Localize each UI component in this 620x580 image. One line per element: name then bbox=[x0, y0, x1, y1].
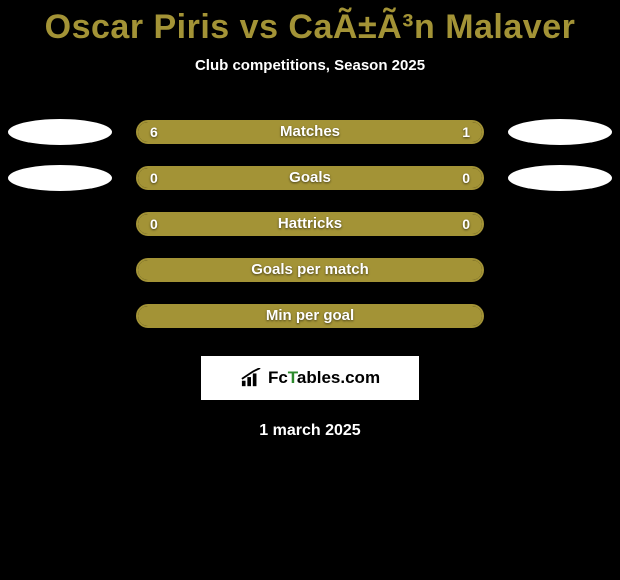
club-placeholder-left bbox=[8, 165, 112, 191]
brand-text: FcTables.com bbox=[268, 368, 380, 388]
stat-bar-empty-segment bbox=[138, 260, 482, 280]
club-placeholder-left bbox=[8, 119, 112, 145]
stat-bar: Goals00 bbox=[136, 166, 484, 190]
brand-chart-icon bbox=[240, 368, 262, 388]
stat-row: Goals00 bbox=[0, 166, 620, 190]
stat-row: Min per goal bbox=[0, 304, 620, 328]
stat-bar-empty-segment bbox=[138, 214, 482, 234]
stat-row: Hattricks00 bbox=[0, 212, 620, 236]
stat-bar-empty-segment bbox=[138, 306, 482, 326]
stat-bar-right-segment bbox=[406, 122, 482, 142]
club-placeholder-right bbox=[508, 119, 612, 145]
brand-accent: T bbox=[288, 368, 297, 387]
stat-bar: Min per goal bbox=[136, 304, 484, 328]
footer-date: 1 march 2025 bbox=[0, 422, 620, 440]
stat-row: Matches61 bbox=[0, 120, 620, 144]
page-title: Oscar Piris vs CaÃ±Ã³n Malaver bbox=[0, 0, 620, 47]
stat-row: Goals per match bbox=[0, 258, 620, 282]
brand-suffix: ables.com bbox=[297, 368, 380, 387]
brand-prefix: Fc bbox=[268, 368, 288, 387]
stat-bar: Hattricks00 bbox=[136, 212, 484, 236]
brand-badge: FcTables.com bbox=[201, 356, 419, 400]
subtitle: Club competitions, Season 2025 bbox=[0, 57, 620, 74]
stat-bar: Matches61 bbox=[136, 120, 484, 144]
stat-rows: Matches61 Goals00 Hattricks00 Goals per mat… bbox=[0, 120, 620, 328]
stat-bar-empty-segment bbox=[138, 168, 482, 188]
stat-bar-left-segment bbox=[138, 122, 406, 142]
club-placeholder-right bbox=[508, 165, 612, 191]
stat-bar: Goals per match bbox=[136, 258, 484, 282]
